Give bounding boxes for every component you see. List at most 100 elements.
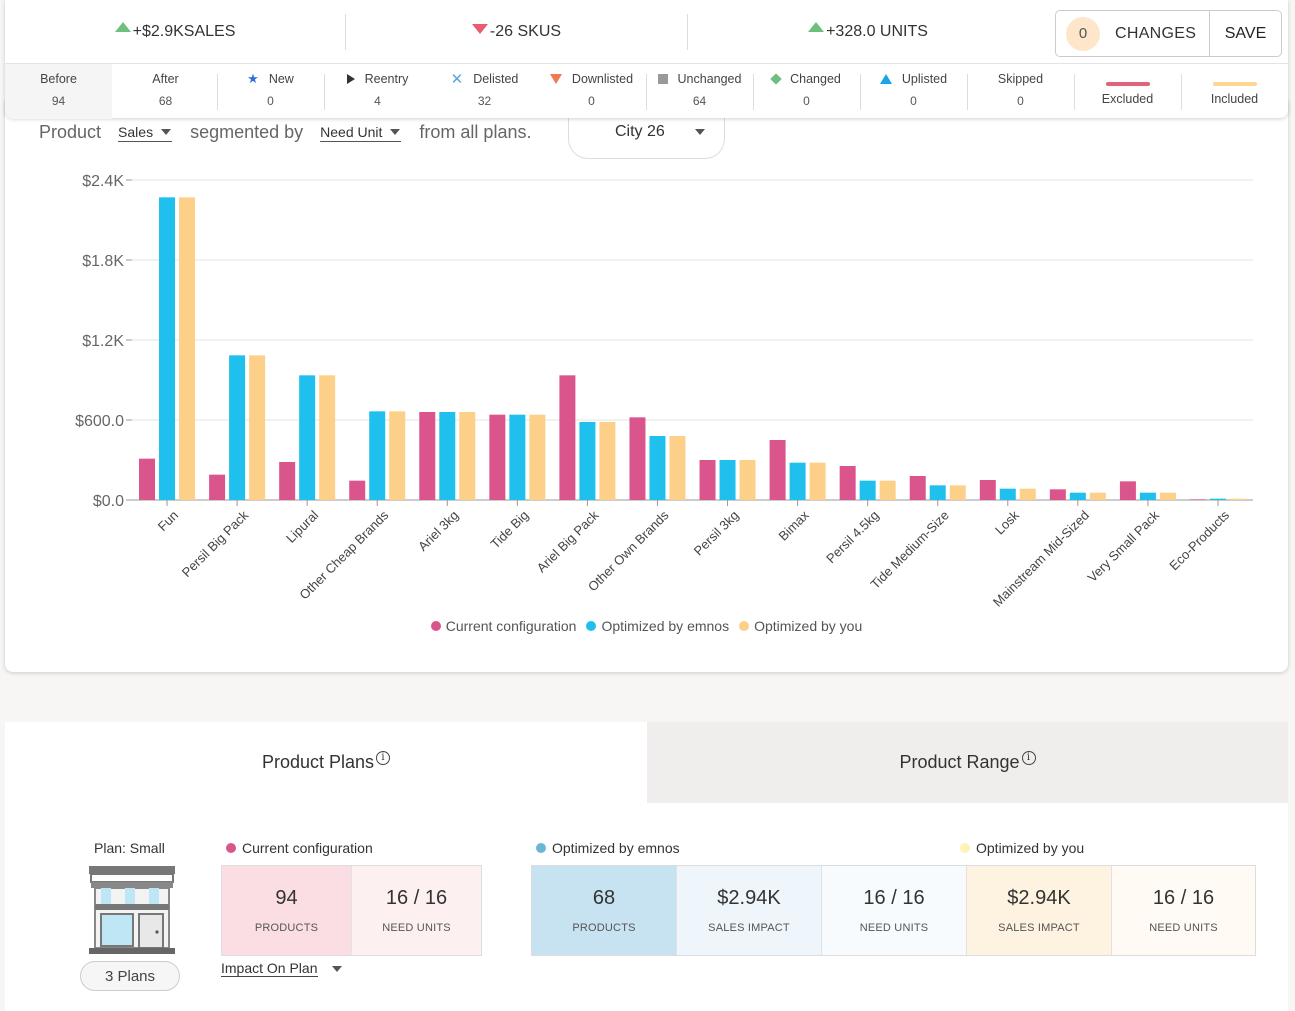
legend-dot (226, 843, 236, 853)
bar-current (1189, 499, 1206, 500)
bar-current (1049, 489, 1066, 500)
legend-reentry[interactable]: Reentry 4 (324, 64, 431, 119)
save-button[interactable]: SAVE (1224, 24, 1267, 42)
stat-value: $2.94K (717, 887, 781, 909)
y-tick-label: $600.0 (75, 413, 124, 430)
stat-value: $2.94K (1007, 887, 1071, 909)
stat-caption: SALES IMPACT (708, 922, 790, 934)
bar-you (949, 485, 966, 500)
bar-you (1089, 492, 1106, 500)
bar-emnos (579, 422, 596, 500)
bar-emnos (999, 488, 1016, 500)
legend-value: 64 (692, 94, 707, 108)
bar-emnos (1069, 492, 1086, 500)
bar-emnos (789, 462, 806, 500)
legend-label: Before (40, 72, 77, 86)
tab-product-range[interactable]: Product Range i (647, 722, 1288, 803)
bar-you (1019, 488, 1036, 500)
stat-value: 68 (592, 887, 616, 909)
kpi-sales: +$2.9KSALES (5, 10, 345, 54)
changes-label: CHANGES (1115, 24, 1197, 42)
legend-after: After 68 (112, 64, 219, 119)
x-tick-label: Eco-Products (1166, 507, 1232, 573)
segmented-label: segmented by (190, 122, 304, 142)
bar-current (559, 375, 576, 500)
legend-dot (739, 621, 750, 631)
segment-dropdown[interactable]: Need Unit (320, 124, 402, 142)
legend-dot (586, 621, 597, 631)
legend-label: Skipped (997, 72, 1044, 86)
legend-you[interactable]: Optimized by you (739, 618, 862, 634)
bar-current (629, 417, 646, 500)
stat-caption: NEED UNITS (382, 922, 451, 934)
kpi-units-text: +328.0 UNITS (826, 23, 928, 40)
bar-current (839, 466, 856, 500)
stat-caption: NEED UNITS (859, 922, 929, 934)
square-icon (657, 74, 668, 84)
legend-text: Optimized by emnos (601, 618, 730, 634)
divider (967, 74, 968, 110)
summary-card: +$2.9KSALES -26 SKUS +328.0 UNITS 0 CHAN… (5, 0, 1288, 119)
stat-value: 16 / 16 (1152, 887, 1215, 909)
bar-emnos (159, 197, 176, 501)
legend-value: 0 (1017, 94, 1024, 108)
stat-caption: NEED UNITS (1149, 922, 1218, 934)
tab-label: Product Range (899, 752, 1020, 772)
legend-uplisted[interactable]: Uplisted 0 (860, 64, 967, 119)
legend-delisted[interactable]: ✕ Delisted 32 (431, 64, 538, 119)
legend-value: 68 (158, 94, 173, 108)
metric-dropdown[interactable]: Sales (118, 124, 173, 142)
impact-on-plan-dropdown[interactable]: Impact On Plan (221, 960, 342, 977)
legend-value: 0 (803, 94, 810, 108)
bar-you (529, 414, 546, 500)
legend-skipped[interactable]: Skipped 0 (967, 64, 1074, 119)
legend-emnos[interactable]: Optimized by emnos (586, 618, 729, 634)
changes-button[interactable]: 0 CHANGES (1056, 11, 1210, 56)
info-icon[interactable]: i (376, 750, 391, 765)
plans-button[interactable]: 3 Plans (80, 961, 180, 991)
chart-card: Product Sales segmented by Need Unit fro… (5, 100, 1288, 672)
bar-you (599, 422, 616, 500)
legend-excluded[interactable]: Excluded (1074, 64, 1181, 119)
chart-legend: Current configuration Optimized by emnos… (5, 618, 1288, 634)
bar-emnos (229, 355, 246, 500)
legend-new[interactable]: ★ New 0 (217, 64, 324, 119)
bar-emnos (1139, 492, 1156, 500)
legend-value: 0 (910, 94, 917, 108)
tab-product-plans[interactable]: Product Plans i (5, 722, 647, 803)
legend-dot (960, 843, 970, 853)
product-label: Product (39, 122, 102, 142)
divider (1181, 74, 1182, 110)
legend-label: Uplisted (901, 72, 948, 86)
tab-label: Product Plans (261, 752, 375, 772)
legend-changed[interactable]: Changed 0 (753, 64, 860, 119)
stat-caption: PRODUCTS (254, 922, 319, 934)
caret-down-icon (390, 128, 401, 135)
bar-emnos (929, 485, 946, 500)
legend-label: Delisted (473, 72, 519, 86)
info-icon[interactable]: i (1021, 750, 1036, 765)
bar-you (1229, 498, 1246, 500)
legend-current[interactable]: Current configuration (430, 618, 576, 634)
legend-label: Changed (790, 72, 841, 86)
caret-down-icon (694, 128, 705, 135)
star-icon: ★ (247, 71, 259, 86)
legend-included[interactable]: Included (1181, 64, 1288, 119)
bar-current (209, 474, 226, 500)
optimized-stats: 68 PRODUCTS $2.94K SALES IMPACT 16 / 16 … (531, 865, 1256, 956)
legend-unchanged[interactable]: Unchanged 64 (646, 64, 753, 119)
diamond-icon (770, 73, 782, 85)
bar-current (769, 440, 786, 500)
divider (217, 74, 218, 110)
kpi-units: +328.0 UNITS (688, 10, 1048, 54)
bar-you (459, 412, 476, 500)
group-title: Current configuration (242, 840, 373, 856)
y-tick-label: $1.2K (82, 333, 124, 350)
bar-current (489, 414, 506, 500)
impact-label: Impact On Plan (221, 960, 318, 977)
you-label: Optimized by you (960, 840, 1084, 856)
y-tick-label: $1.8K (82, 253, 124, 270)
legend-downlisted[interactable]: Downlisted 0 (538, 64, 645, 119)
changes-count-badge: 0 (1066, 16, 1100, 51)
